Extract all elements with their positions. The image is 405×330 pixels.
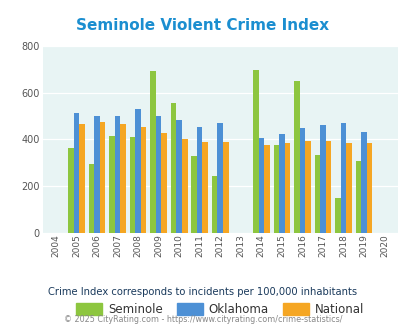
Text: Crime Index corresponds to incidents per 100,000 inhabitants: Crime Index corresponds to incidents per…	[48, 287, 357, 297]
Bar	[141, 127, 146, 233]
Text: Seminole Violent Crime Index: Seminole Violent Crime Index	[76, 18, 329, 33]
Bar	[320, 125, 325, 233]
Bar	[171, 103, 176, 233]
Bar	[94, 116, 100, 233]
Bar	[217, 123, 222, 233]
Bar	[258, 138, 263, 233]
Bar	[293, 81, 299, 233]
Bar	[109, 136, 115, 233]
Bar	[156, 115, 161, 233]
Bar	[360, 132, 366, 233]
Bar	[355, 161, 360, 233]
Bar	[211, 176, 217, 233]
Bar	[278, 134, 284, 233]
Bar	[222, 142, 228, 233]
Bar	[89, 164, 94, 233]
Bar	[273, 145, 278, 233]
Bar	[252, 70, 258, 233]
Bar	[191, 156, 196, 233]
Bar	[314, 154, 320, 233]
Bar	[366, 144, 371, 233]
Bar	[150, 71, 156, 233]
Bar	[305, 141, 310, 233]
Bar	[202, 142, 207, 233]
Bar	[176, 120, 181, 233]
Bar	[325, 141, 330, 233]
Bar	[334, 198, 340, 233]
Bar	[345, 144, 351, 233]
Text: © 2025 CityRating.com - https://www.cityrating.com/crime-statistics/: © 2025 CityRating.com - https://www.city…	[64, 314, 341, 324]
Bar	[181, 139, 187, 233]
Legend: Seminole, Oklahoma, National: Seminole, Oklahoma, National	[71, 298, 368, 321]
Bar	[299, 128, 305, 233]
Bar	[130, 137, 135, 233]
Bar	[79, 124, 85, 233]
Bar	[340, 123, 345, 233]
Bar	[161, 133, 166, 233]
Bar	[115, 116, 120, 233]
Bar	[196, 127, 202, 233]
Bar	[100, 122, 105, 233]
Bar	[135, 109, 141, 233]
Bar	[74, 113, 79, 233]
Bar	[120, 124, 126, 233]
Bar	[263, 145, 269, 233]
Bar	[284, 144, 290, 233]
Bar	[68, 148, 74, 233]
